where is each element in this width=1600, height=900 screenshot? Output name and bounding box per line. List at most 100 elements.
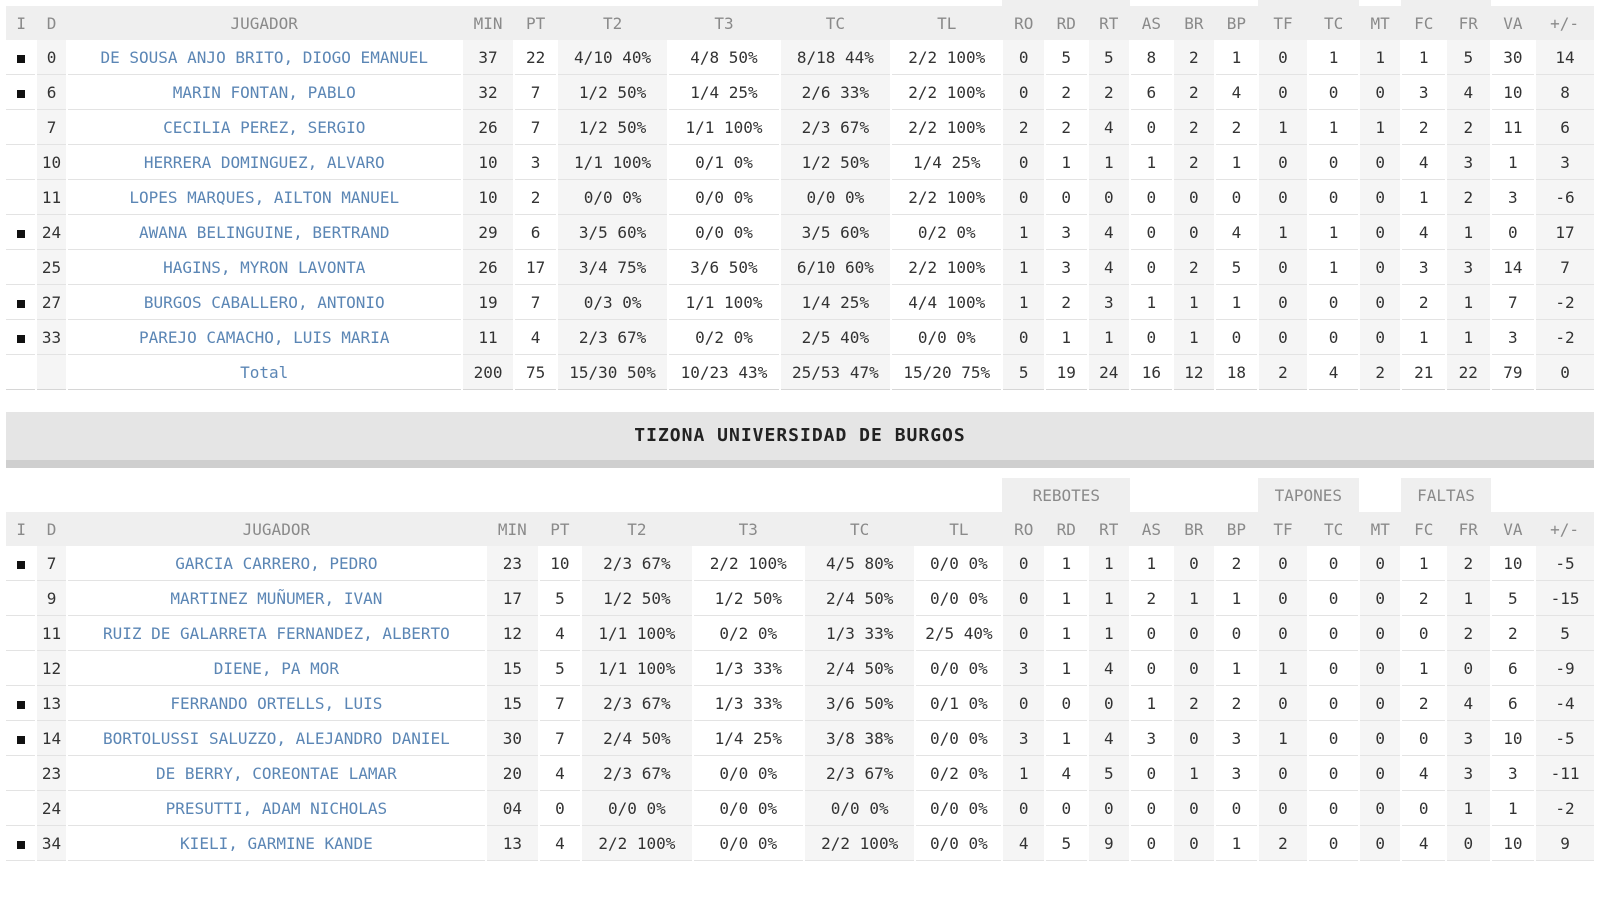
stat-t3: 0/2 0% <box>691 615 804 651</box>
col-plus-minus[interactable]: +/- <box>1535 512 1594 546</box>
stat-br: 0 <box>1171 825 1216 861</box>
col-t2[interactable]: T2 <box>556 6 669 40</box>
player-name-link[interactable]: PAREJO CAMACHO, LUIS MARIA <box>65 319 462 355</box>
stat-br: 0 <box>1171 179 1216 215</box>
stat-ro: 1 <box>1001 284 1045 320</box>
col-t3[interactable]: T3 <box>668 6 780 40</box>
col-d[interactable]: D <box>36 6 67 40</box>
col-rd[interactable]: RD <box>1045 512 1088 546</box>
player-name-link[interactable]: DIENE, PA MOR <box>65 650 487 686</box>
player-name-link[interactable]: LOPES MARQUES, AILTON MANUEL <box>65 179 462 215</box>
col-tl[interactable]: TL <box>891 6 1003 40</box>
col-i[interactable]: I <box>6 6 37 40</box>
col-min[interactable]: MIN <box>461 6 515 40</box>
col-jugador[interactable]: JUGADOR <box>66 512 487 546</box>
stat-rd: 1 <box>1044 615 1088 651</box>
col-tf[interactable]: TF <box>1257 512 1309 546</box>
player-name-link[interactable]: PRESUTTI, ADAM NICHOLAS <box>65 790 487 826</box>
col-bp[interactable]: BP <box>1215 6 1258 40</box>
stat-bp: 0 <box>1214 615 1258 651</box>
col-tc-blocks[interactable]: TC <box>1308 512 1359 546</box>
col-rt[interactable]: RT <box>1087 512 1131 546</box>
player-name-link[interactable]: CECILIA PEREZ, SERGIO <box>65 109 462 145</box>
col-tc[interactable]: TC <box>779 6 892 40</box>
player-name-link[interactable]: HAGINS, MYRON LAVONTA <box>65 249 462 285</box>
player-name-link[interactable]: BORTOLUSSI SALUZZO, ALEJANDRO DANIEL <box>65 720 487 756</box>
col-t2[interactable]: T2 <box>581 512 693 546</box>
player-name-link[interactable]: MARTINEZ MUÑUMER, IVAN <box>65 580 487 616</box>
col-mt[interactable]: MT <box>1358 512 1402 546</box>
col-tc-blocks[interactable]: TC <box>1308 6 1359 40</box>
col-fc[interactable]: FC <box>1401 6 1446 40</box>
col-i[interactable]: I <box>6 512 37 546</box>
stat-mt: 0 <box>1357 790 1402 826</box>
col-rd[interactable]: RD <box>1044 6 1088 40</box>
stat-va: 1 <box>1489 144 1536 180</box>
stat-ro: 0 <box>1001 546 1045 581</box>
player-name-link[interactable]: MARIN FONTAN, PABLO <box>65 74 462 110</box>
col-rt[interactable]: RT <box>1087 6 1131 40</box>
stat-br: 0 <box>1171 214 1216 250</box>
col-jugador[interactable]: JUGADOR <box>66 6 462 40</box>
stat-tc: 2/4 50% <box>802 650 916 686</box>
stat-fc: 0 <box>1400 615 1447 651</box>
stat-va: 3 <box>1489 755 1536 791</box>
total-tf: 2 <box>1256 354 1309 390</box>
col-va[interactable]: VA <box>1490 6 1536 40</box>
group-faltas: FALTAS <box>1401 0 1491 6</box>
col-va[interactable]: VA <box>1490 512 1536 546</box>
stat-pm: -15 <box>1534 580 1594 616</box>
stat-tf: 0 <box>1256 580 1309 616</box>
player-name-link[interactable]: HERRERA DOMINGUEZ, ALVARO <box>65 144 462 180</box>
player-name-link[interactable]: RUIZ DE GALARRETA FERNANDEZ, ALBERTO <box>65 615 487 651</box>
col-as[interactable]: AS <box>1130 6 1173 40</box>
stat-t3: 1/4 25% <box>667 74 780 110</box>
player-row: 24 PRESUTTI, ADAM NICHOLAS 04 0 0/0 0% 0/0 0%… <box>6 790 1594 826</box>
stat-tf: 1 <box>1256 214 1309 250</box>
col-br[interactable]: BR <box>1172 512 1216 546</box>
col-as[interactable]: AS <box>1130 512 1173 546</box>
stat-as: 0 <box>1129 825 1173 861</box>
col-d[interactable]: D <box>36 512 67 546</box>
starter-square-icon <box>16 54 25 63</box>
col-pt[interactable]: PT <box>538 512 582 546</box>
stat-as: 0 <box>1129 179 1173 215</box>
stat-pt: 7 <box>513 109 557 145</box>
col-bp[interactable]: BP <box>1215 512 1258 546</box>
stat-va: 6 <box>1489 685 1536 721</box>
player-name-link[interactable]: AWANA BELINGUINE, BERTRAND <box>65 214 462 250</box>
stat-ro: 0 <box>1001 40 1045 75</box>
col-fc[interactable]: FC <box>1401 512 1447 546</box>
col-fr[interactable]: FR <box>1446 6 1491 40</box>
col-tf[interactable]: TF <box>1257 6 1309 40</box>
total-min: 200 <box>460 354 515 390</box>
col-br[interactable]: BR <box>1172 6 1216 40</box>
col-pt[interactable]: PT <box>514 6 557 40</box>
group-tapones: TAPONES <box>1257 0 1359 6</box>
player-name-link[interactable]: GARCIA CARRERO, PEDRO <box>65 546 487 581</box>
stat-t3: 4/8 50% <box>667 40 780 75</box>
col-ro[interactable]: RO <box>1002 512 1045 546</box>
col-plus-minus[interactable]: +/- <box>1535 6 1594 40</box>
stat-mt: 0 <box>1357 755 1402 791</box>
stat-tl: 0/0 0% <box>914 720 1003 756</box>
stat-rt: 1 <box>1086 144 1131 180</box>
player-name-link[interactable]: FERRANDO ORTELLS, LUIS <box>65 685 487 721</box>
col-fr[interactable]: FR <box>1446 512 1491 546</box>
col-t3[interactable]: T3 <box>692 512 804 546</box>
col-tc[interactable]: TC <box>803 512 916 546</box>
player-name-link[interactable]: DE BERRY, COREONTAE LAMAR <box>65 755 487 791</box>
player-name-link[interactable]: DE SOUSA ANJO BRITO, DIOGO EMANUEL <box>65 40 462 75</box>
col-mt[interactable]: MT <box>1358 6 1402 40</box>
stat-d: 12 <box>35 650 67 686</box>
stat-br: 0 <box>1171 615 1216 651</box>
starter-indicator <box>6 40 37 75</box>
col-min[interactable]: MIN <box>486 512 539 546</box>
col-ro[interactable]: RO <box>1002 6 1045 40</box>
stat-fc: 1 <box>1400 546 1447 581</box>
stat-pt: 4 <box>537 825 582 861</box>
player-name-link[interactable]: KIELI, GARMINE KANDE <box>65 825 487 861</box>
col-tl[interactable]: TL <box>915 512 1003 546</box>
stat-pm: 17 <box>1534 214 1594 250</box>
player-name-link[interactable]: BURGOS CABALLERO, ANTONIO <box>65 284 462 320</box>
